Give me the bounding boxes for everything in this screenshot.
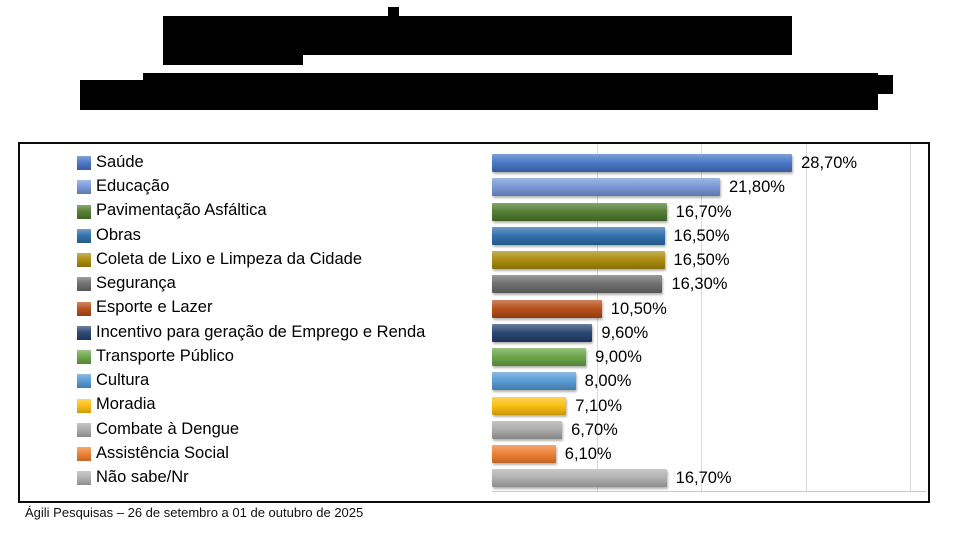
category-label: Obras [96, 225, 141, 244]
bar [492, 202, 667, 221]
gridline-30 [805, 144, 807, 491]
chart-row: Moradia 7,10% [20, 394, 928, 418]
value-label: 16,70% [675, 469, 732, 488]
chart-row: Obras 16,50% [20, 224, 928, 248]
source-caption: Ágili Pesquisas – 26 de setembro a 01 de… [25, 505, 364, 520]
legend-swatch-icon [77, 228, 91, 243]
legend-swatch-icon [77, 156, 91, 171]
legend-swatch-icon [77, 277, 91, 292]
redacted-title-line2-tail [876, 75, 893, 94]
bar [492, 396, 567, 415]
category-label: Segurança [96, 274, 176, 293]
chart-row: Coleta de Lixo e Limpeza da Cidade 16,50… [20, 248, 928, 272]
category-label: Educação [96, 177, 170, 196]
category-label: Coleta de Lixo e Limpeza da Cidade [96, 249, 363, 268]
chart-rows: Saúde 28,70% Educação 21,80% Pavimentaçã… [20, 151, 928, 491]
redacted-title-line2 [143, 73, 878, 110]
bar [492, 178, 720, 197]
legend-swatch-icon [77, 422, 91, 437]
chart-row: Não sabe/Nr 16,70% [20, 466, 928, 490]
bar [492, 251, 665, 269]
category-label: Cultura [96, 371, 150, 390]
chart-row: Saúde 28,70% [20, 151, 928, 175]
legend-swatch-icon [77, 350, 91, 365]
bar [492, 323, 593, 342]
redacted-title-line1 [163, 16, 792, 55]
value-label: 16,30% [671, 275, 728, 294]
bar [492, 226, 665, 245]
value-label: 16,70% [675, 202, 732, 221]
category-label: Incentivo para geração de Emprego e Rend… [96, 322, 426, 341]
redacted-title-line1-descender [163, 54, 303, 65]
value-label: 6,70% [571, 420, 618, 439]
chart-row: Esporte e Lazer 10,50% [20, 297, 928, 321]
category-label: Esporte e Lazer [96, 298, 213, 317]
chart-row: Combate à Dengue 6,70% [20, 418, 928, 442]
bar [492, 299, 602, 318]
legend-swatch-icon [77, 301, 91, 316]
category-label: Moradia [96, 395, 156, 414]
x-axis-baseline [492, 491, 926, 492]
value-label: 6,10% [564, 445, 612, 463]
bar [492, 469, 667, 488]
value-label: 28,70% [801, 154, 858, 172]
chart-frame: Saúde 28,70% Educação 21,80% Pavimentaçã… [18, 142, 930, 503]
chart-row: Incentivo para geração de Emprego e Rend… [20, 321, 928, 345]
legend-swatch-icon [77, 398, 91, 413]
gridline-10 [596, 144, 598, 491]
legend-swatch-icon [77, 204, 91, 219]
bar [492, 372, 576, 391]
value-label: 16,50% [673, 226, 730, 245]
legend-swatch-icon [77, 471, 91, 486]
value-label: 9,60% [601, 323, 649, 342]
value-label: 9,00% [595, 348, 642, 366]
chart-row: Assistência Social 6,10% [20, 442, 928, 466]
bar [492, 348, 587, 366]
value-label: 21,80% [728, 178, 785, 197]
chart-row: Segurança 16,30% [20, 272, 928, 296]
value-label: 16,50% [673, 251, 730, 269]
bar [492, 420, 563, 439]
legend-swatch-icon [77, 253, 91, 268]
gridline-40 [910, 144, 912, 491]
value-label: 8,00% [584, 372, 632, 391]
chart-row: Cultura 8,00% [20, 369, 928, 393]
legend-swatch-icon [77, 374, 91, 389]
legend-swatch-icon [77, 447, 91, 462]
redacted-title-line1-accent [388, 7, 399, 21]
category-label: Combate à Dengue [96, 419, 240, 438]
category-label: Assistência Social [96, 443, 229, 462]
bar [492, 275, 663, 294]
legend-swatch-icon [77, 325, 91, 340]
chart-row: Pavimentação Asfáltica 16,70% [20, 200, 928, 224]
category-label: Pavimentação Asfáltica [96, 201, 267, 220]
chart-row: Educação 21,80% [20, 175, 928, 199]
category-label: Não sabe/Nr [96, 468, 189, 487]
bar [492, 445, 556, 463]
value-label: 7,10% [575, 396, 623, 415]
gridline-20 [701, 144, 703, 491]
bar [492, 154, 793, 172]
legend-swatch-icon [77, 180, 91, 195]
redacted-title-line2-left [80, 80, 150, 110]
category-label: Transporte Público [96, 346, 234, 365]
category-label: Saúde [96, 152, 144, 171]
value-label: 10,50% [610, 299, 667, 318]
plot-gridlines [492, 144, 926, 491]
chart-row: Transporte Público 9,00% [20, 345, 928, 369]
